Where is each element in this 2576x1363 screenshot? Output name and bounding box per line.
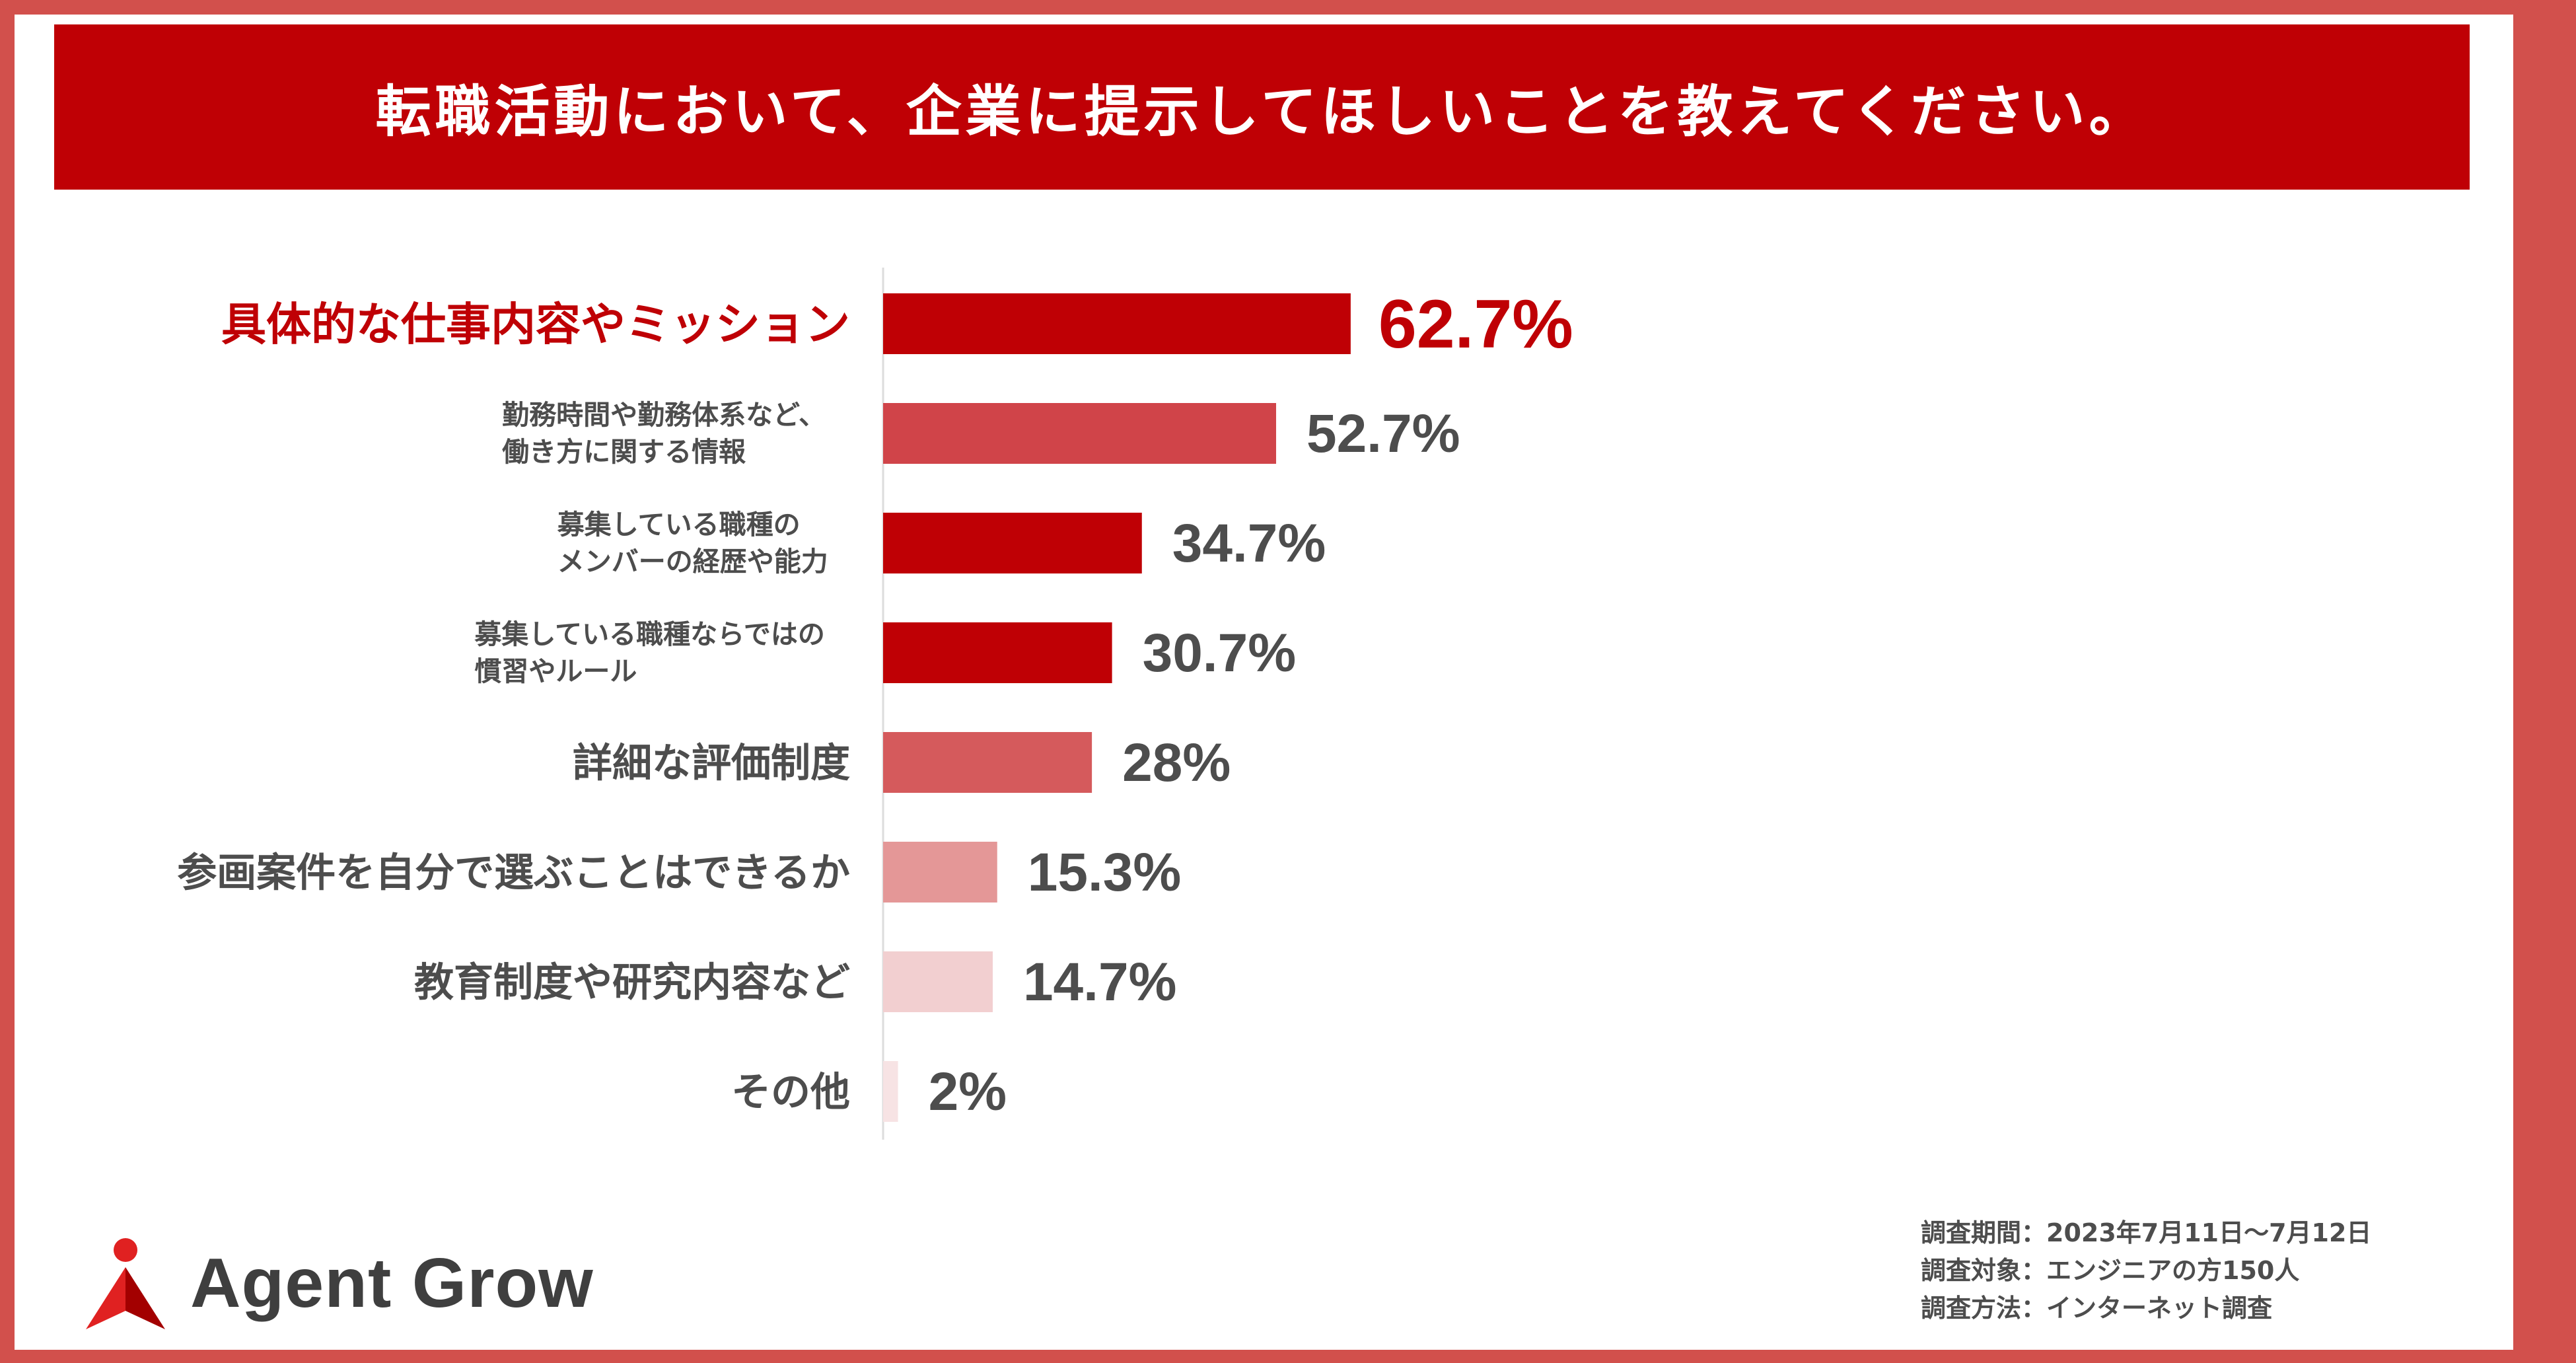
survey-info: 調査期間：2023年7月11日〜7月12日 調査対象：エンジニアの方150人 調… (1921, 1214, 2371, 1327)
bar-4 (883, 622, 1112, 683)
agent-grow-logo: Agent Grow (86, 1237, 594, 1329)
category-label-6: 参画案件を自分で選ぶことはできるか (177, 850, 850, 897)
agent-grow-person-icon (86, 1238, 165, 1329)
category-label-5: 詳細な評価制度 (573, 741, 850, 787)
category-label-2: 勤務時間や勤務体系など、働き方に関する情報 (502, 399, 826, 468)
bar-value-label-4: 30.7% (1143, 623, 1297, 683)
title-banner: 転職活動において、企業に提示してほしいことを教えてください。 (54, 24, 2470, 190)
category-label-7: 教育制度や研究内容など (414, 960, 850, 1006)
category-label-8: その他 (731, 1070, 850, 1116)
bar-value-label-7: 14.7% (1023, 952, 1177, 1012)
survey-method: 調査方法：インターネット調査 (1921, 1294, 2273, 1323)
bar-5 (883, 732, 1092, 793)
category-label-1: 具体的な仕事内容やミッション (221, 299, 850, 351)
logo-text: Agent Grow (190, 1243, 594, 1322)
bar-value-label-2: 52.7% (1306, 404, 1460, 464)
bar-value-label-5: 28% (1122, 733, 1231, 793)
bar-2 (883, 403, 1276, 464)
category-label-4: 募集している職種ならではの慣習やルール (474, 618, 825, 687)
survey-target: 調査対象：エンジニアの方150人 (1921, 1256, 2300, 1285)
bar-7 (883, 951, 993, 1012)
bar-6 (883, 842, 997, 903)
survey-period: 調査期間：2023年7月11日〜7月12日 (1921, 1218, 2372, 1247)
bar-1 (883, 293, 1351, 354)
category-label-3: 募集している職種のメンバーの経歴や能力 (557, 509, 828, 577)
bar-value-label-1: 62.7% (1378, 286, 1573, 363)
bar-value-label-6: 15.3% (1028, 842, 1182, 903)
bar-3 (883, 513, 1142, 573)
chart-title: 転職活動において、企業に提示してほしいことを教えてください。 (375, 79, 2149, 144)
bar-value-label-3: 34.7% (1172, 513, 1326, 573)
bar-value-label-8: 2% (929, 1062, 1007, 1122)
bar-8 (883, 1061, 898, 1122)
